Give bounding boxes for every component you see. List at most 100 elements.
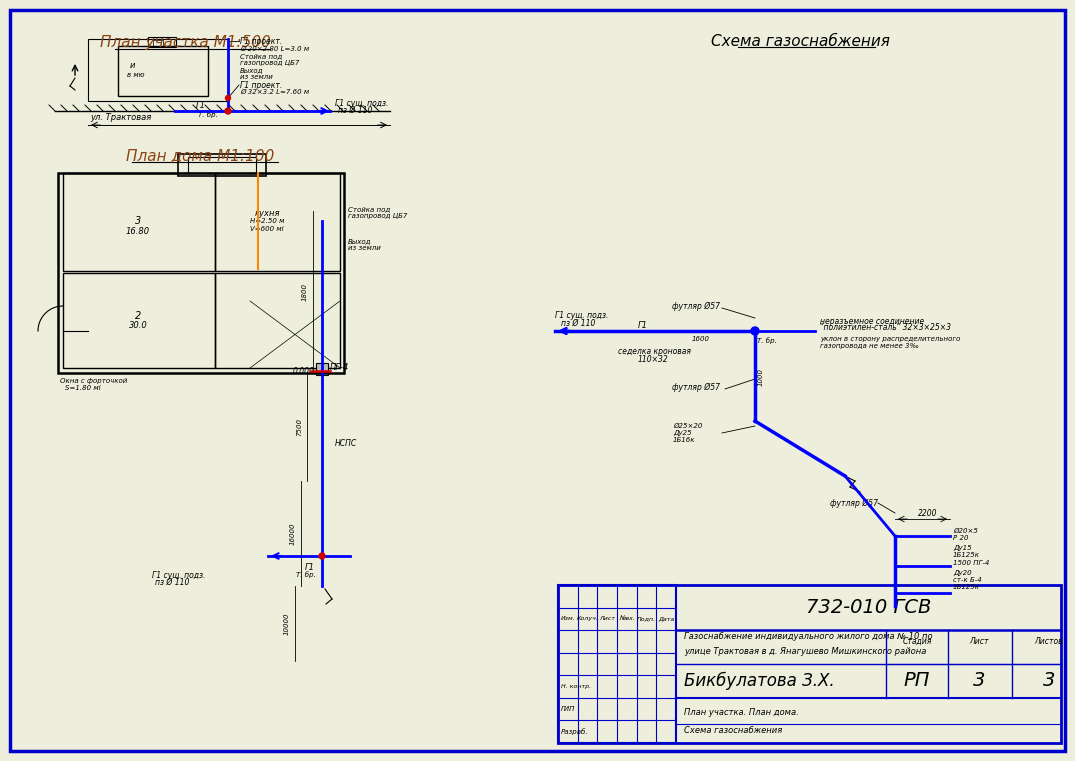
Text: 1500 ПГ-4: 1500 ПГ-4 (954, 560, 989, 566)
Text: футляр Ø57: футляр Ø57 (672, 383, 720, 392)
Bar (215, 273, 340, 368)
Text: 0.000: 0.000 (293, 367, 315, 375)
Circle shape (225, 108, 231, 114)
Text: пз Ø 110: пз Ø 110 (561, 319, 596, 327)
Bar (215, 173, 340, 271)
Text: Т. бр.: Т. бр. (296, 572, 316, 578)
Text: из земли: из земли (348, 245, 381, 251)
Text: газопровод ЦБ7: газопровод ЦБ7 (348, 213, 407, 219)
Text: Окна с форточкой: Окна с форточкой (60, 378, 127, 384)
Text: План участка. План дома.: План участка. План дома. (684, 708, 799, 717)
Text: 3: 3 (973, 671, 985, 690)
Text: Стойка под: Стойка под (348, 206, 390, 212)
Text: 3: 3 (1043, 671, 1056, 690)
Bar (558, 585, 1061, 743)
Text: V=600 мi: V=600 мi (250, 226, 284, 232)
Text: Т. бр.: Т. бр. (198, 112, 218, 119)
Text: ГИП: ГИП (561, 706, 575, 712)
Text: 3: 3 (134, 216, 141, 226)
Text: РП: РП (904, 671, 930, 690)
Text: 110×32: 110×32 (637, 355, 669, 364)
Text: седелка кроновая: седелка кроновая (618, 346, 691, 355)
Text: Изм.: Изм. (560, 616, 575, 622)
Text: 1800: 1800 (302, 283, 309, 301)
Text: кухня: кухня (255, 209, 280, 218)
Circle shape (751, 327, 759, 335)
Text: Ø 20×2.80 L=3.0 м: Ø 20×2.80 L=3.0 м (240, 46, 310, 52)
Text: 1Б125к: 1Б125к (954, 584, 980, 590)
Text: в мю: в мю (127, 72, 144, 78)
Bar (316, 363, 328, 375)
Text: ПГ-4: ПГ-4 (330, 362, 349, 371)
Text: футляр Ø57: футляр Ø57 (672, 301, 720, 310)
Bar (178, 154, 266, 176)
Text: Газоснабжение индивидуального жилого дома № 10 по: Газоснабжение индивидуального жилого дом… (684, 632, 933, 642)
Text: Ду15: Ду15 (954, 545, 972, 551)
Text: Колуч.: Колуч. (576, 616, 599, 622)
Bar (153, 40, 163, 46)
Text: Г1: Г1 (196, 100, 206, 110)
Text: газопровода не менее 3‰: газопровода не менее 3‰ (820, 343, 919, 349)
Text: Подп.: Подп. (636, 616, 656, 622)
Text: Выход: Выход (348, 238, 372, 244)
Text: 732-010 ГСВ: 732-010 ГСВ (806, 598, 931, 617)
Text: S=1.80 мi: S=1.80 мi (64, 385, 101, 391)
Text: Ø 32×3.2 L=7.60 м: Ø 32×3.2 L=7.60 м (240, 89, 310, 95)
Bar (118, 46, 207, 96)
Text: Ø25×20: Ø25×20 (673, 423, 702, 429)
Text: 1Б125к: 1Б125к (954, 552, 980, 558)
Bar (88, 39, 228, 101)
Text: футляр Ø57: футляр Ø57 (830, 498, 878, 508)
Text: 1000: 1000 (758, 368, 764, 386)
Text: Стадия: Стадия (902, 637, 932, 646)
Text: Бикбулатова З.Х.: Бикбулатова З.Х. (684, 672, 834, 690)
Text: уклон в сторону распределительного: уклон в сторону распределительного (820, 336, 960, 342)
Text: Г1 сущ. подз.: Г1 сущ. подз. (152, 571, 205, 579)
Text: Ду20: Ду20 (954, 570, 972, 576)
Text: 1Б16к: 1Б16к (673, 437, 696, 443)
Text: Лист: Лист (599, 616, 615, 622)
Text: Разраб.: Разраб. (561, 728, 589, 735)
Text: 7500: 7500 (296, 418, 302, 436)
Circle shape (226, 95, 230, 100)
Text: Ду25: Ду25 (673, 430, 691, 436)
Text: Н. контр.: Н. контр. (561, 684, 591, 689)
Text: 10000: 10000 (284, 613, 290, 635)
Text: из земли: из земли (240, 74, 273, 80)
Text: 2200: 2200 (918, 510, 937, 518)
Bar (558, 585, 676, 743)
Text: пз Ø 110: пз Ø 110 (155, 578, 189, 587)
Text: Листов: Листов (1034, 637, 1063, 646)
Text: "полиэтилен-сталь" 32×3×25×3: "полиэтилен-сталь" 32×3×25×3 (820, 323, 951, 333)
Text: Стойка под: Стойка под (240, 53, 283, 59)
Text: ул. Трактовая: ул. Трактовая (90, 113, 152, 123)
Text: План дома М1:100: План дома М1:100 (126, 148, 274, 164)
Bar (188, 157, 256, 173)
Bar (63, 173, 215, 271)
Text: Т. бр.: Т. бр. (757, 338, 777, 345)
Text: 2: 2 (134, 311, 141, 321)
Bar (63, 273, 215, 368)
Text: Схема газоснабжения: Схема газоснабжения (684, 726, 783, 735)
Circle shape (319, 553, 325, 559)
Text: Ø20×5: Ø20×5 (954, 528, 978, 534)
Text: Н=2.50 м: Н=2.50 м (249, 218, 284, 224)
Text: Г1: Г1 (637, 320, 648, 330)
Bar (148, 37, 176, 47)
Text: План участка М1:500: План участка М1:500 (100, 36, 271, 50)
Text: Г1 проект.: Г1 проект. (240, 37, 283, 46)
Text: Схема газоснабжения: Схема газоснабжения (711, 33, 889, 49)
Text: Лист: Лист (970, 637, 989, 646)
Text: неразъемное соединение: неразъемное соединение (820, 317, 924, 326)
Text: 30.0: 30.0 (129, 321, 147, 330)
Bar (58, 173, 344, 373)
Text: Г1: Г1 (305, 563, 315, 572)
Text: №вх.: №вх. (619, 616, 634, 622)
Text: Выход: Выход (240, 67, 263, 73)
Text: НСПС: НСПС (335, 438, 357, 447)
Text: Г1 сущ. подз.: Г1 сущ. подз. (335, 98, 388, 107)
Text: пз Ø 110: пз Ø 110 (338, 106, 372, 114)
Text: 16.80: 16.80 (126, 227, 150, 235)
Text: Г1 проект.: Г1 проект. (240, 81, 283, 90)
Text: Г1 сущ. подз.: Г1 сущ. подз. (555, 311, 608, 320)
